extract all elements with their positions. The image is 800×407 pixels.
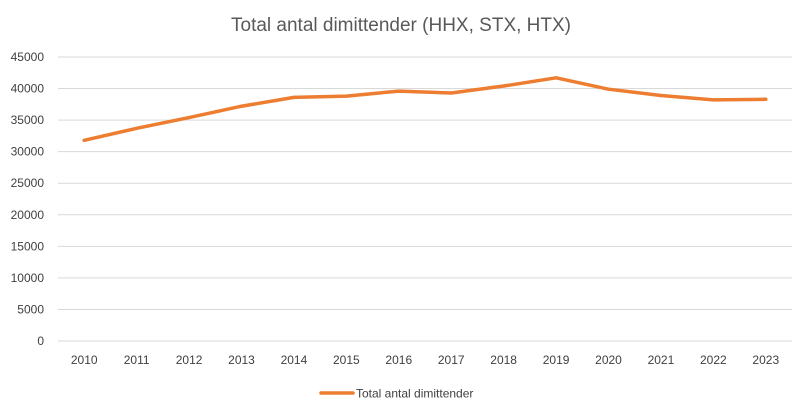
- data-point: [344, 94, 348, 98]
- x-tick-label: 2011: [124, 353, 150, 367]
- x-tick-label: 2013: [228, 353, 255, 367]
- chart-title: Total antal dimittender (HHX, STX, HTX): [231, 15, 571, 36]
- data-point: [397, 89, 401, 93]
- data-point: [764, 97, 768, 101]
- series-line: [82, 76, 768, 143]
- series-group: [82, 76, 768, 143]
- x-tick-label: 2014: [281, 353, 308, 367]
- y-tick-label: 20000: [11, 208, 45, 222]
- y-tick-label: 0: [37, 334, 44, 348]
- x-tick-label: 2019: [543, 353, 570, 367]
- y-tick-label: 30000: [11, 145, 45, 159]
- x-tick-label: 2022: [700, 353, 727, 367]
- data-point: [606, 87, 611, 91]
- y-tick-label: 45000: [11, 50, 45, 64]
- data-point: [135, 126, 139, 130]
- x-tick-label: 2017: [438, 353, 465, 367]
- x-tick-label: 2012: [176, 353, 203, 367]
- y-tick-label: 15000: [11, 239, 45, 253]
- x-tick-label: 2018: [490, 353, 517, 367]
- y-axis-ticks: 0 5000 10000 15000 20000 25000 30000 35000 40000…: [11, 50, 45, 348]
- y-tick-label: 40000: [11, 82, 45, 96]
- legend-label: Total antal dimittender: [356, 387, 473, 401]
- x-tick-label: 2021: [648, 353, 675, 367]
- x-tick-label: 2023: [752, 353, 779, 367]
- data-point: [187, 115, 191, 120]
- y-tick-label: 25000: [11, 176, 45, 190]
- data-point: [239, 104, 244, 108]
- data-point: [449, 91, 453, 95]
- data-point: [502, 84, 506, 88]
- gridlines: [58, 56, 792, 342]
- x-tick-label: 2016: [385, 353, 412, 367]
- legend: Total antal dimittender: [319, 387, 473, 401]
- data-point: [711, 98, 715, 102]
- data-point: [554, 76, 558, 80]
- data-point: [82, 138, 86, 142]
- x-axis-ticks: 2010 2011 2012 2013 2014 2015 2016 2017 2018 2019…: [71, 353, 780, 367]
- x-tick-label: 2015: [333, 353, 360, 367]
- y-tick-label: 5000: [17, 302, 44, 316]
- data-point: [292, 95, 296, 99]
- y-tick-label: 10000: [11, 271, 45, 285]
- y-tick-label: 35000: [11, 113, 45, 127]
- x-tick-label: 2020: [595, 353, 622, 367]
- x-tick-label: 2010: [71, 353, 98, 367]
- data-point: [659, 93, 663, 98]
